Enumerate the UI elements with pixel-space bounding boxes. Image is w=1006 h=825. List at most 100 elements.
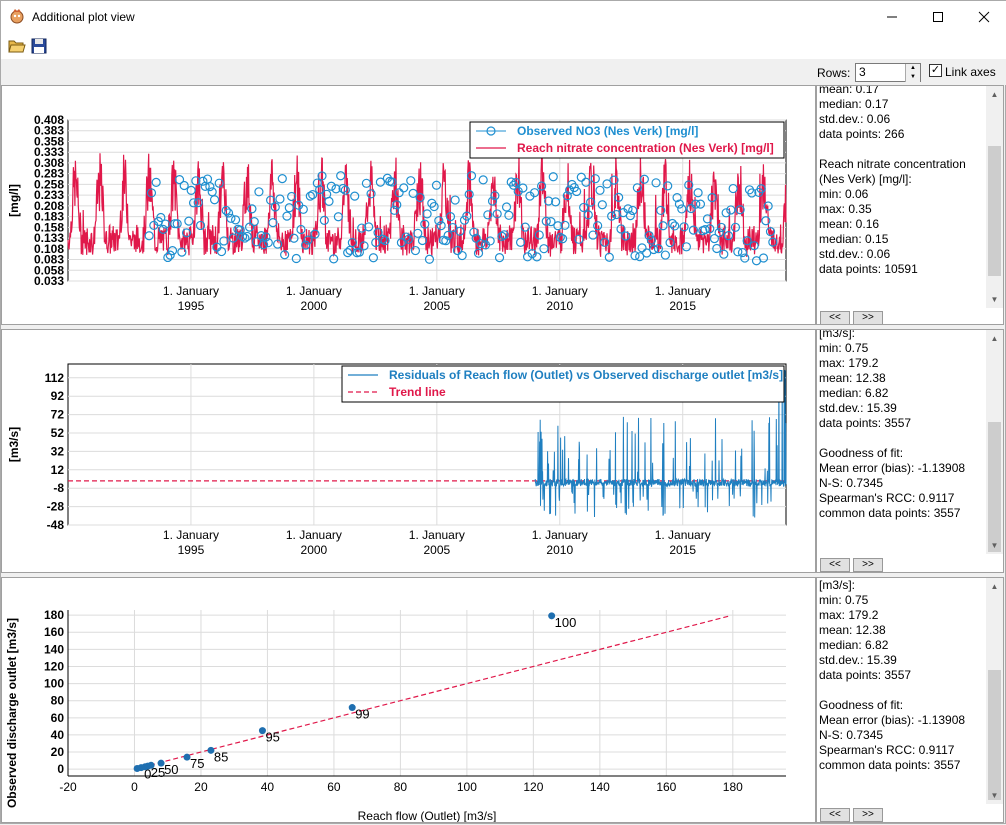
close-icon [978,11,990,23]
observed-point [452,245,463,256]
scatter-chart[interactable]: 180 160 140 120 100 80 60 40 20 0 -20 0 20 40 60 80 100 1… [2,578,815,823]
observed-point [574,234,584,244]
open-folder-icon[interactable] [8,37,26,55]
observed-point [235,225,245,235]
rows-spin-up[interactable]: ▲ [905,64,920,73]
next-button-2[interactable]: >> [853,558,883,572]
observed-point [223,208,234,218]
next-button-1[interactable]: >> [853,311,883,324]
x-tick-label: 1. January [532,528,588,542]
link-axes-checkbox[interactable]: ✓ [929,64,942,77]
x-tick-label: 1. January [163,284,219,298]
y-tick-label: 0.308 [34,156,64,170]
legend-label: Reach nitrate concentration (Nes Verk) [… [517,141,774,155]
scroll-up-icon[interactable]: ▲ [990,582,999,591]
observed-point [653,244,663,254]
observed-point [336,171,346,181]
observed-point [333,212,343,222]
observed-point [289,233,299,243]
observed-point [494,253,505,263]
observed-point [478,175,488,185]
scroll-thumb[interactable] [988,670,1001,800]
observed-point [291,253,301,264]
observed-point [572,186,582,197]
observed-point [282,211,292,221]
splitter-2[interactable] [1,573,816,577]
observed-point [455,226,465,236]
scroll-thumb[interactable] [988,422,1001,552]
scroll-up-icon[interactable]: ▲ [990,334,999,343]
percentile-label: 95 [265,730,279,745]
prev-button-3[interactable]: << [820,808,850,822]
y-tick-label: 0.358 [34,134,64,148]
plot-panel-2: 112 92 72 52 32 12 -8 -28 -48 1. January 1995 1. Ja… [1,329,816,573]
trend-line [134,615,731,770]
observed-point [705,224,715,234]
stats-scrollbar-1[interactable]: ▲ ▼ [986,86,1003,308]
observed-point [737,247,748,258]
observed-point [513,186,523,196]
y-tick-label: 0.233 [34,188,64,202]
scroll-thumb[interactable] [988,146,1001,276]
observed-point [579,202,589,213]
rows-input[interactable]: 3 [855,63,921,82]
x-tick-year: 2005 [423,543,450,557]
observed-point [429,201,439,212]
scroll-up-icon[interactable]: ▲ [990,90,999,99]
observed-point [487,196,498,206]
observed-point [270,202,280,212]
stats-scrollbar-2[interactable]: ▲ ▼ [986,330,1003,554]
toolbar [1,33,1006,59]
minimize-button[interactable] [869,1,915,33]
scroll-down-icon[interactable]: ▼ [990,791,999,800]
prev-button-2[interactable]: << [820,558,850,572]
observed-point [450,195,460,205]
splitter-1[interactable] [1,325,816,329]
prev-button-1[interactable]: << [820,311,850,324]
x-tick-label: 20 [194,780,208,794]
observed-point [651,178,661,188]
observed-point [469,227,479,237]
observed-point [693,188,703,198]
rows-spin-down[interactable]: ▼ [905,73,920,82]
legend-marker [486,126,496,136]
y-tick-label: 0.033 [34,274,64,288]
observed-point [625,210,635,221]
observed-point [499,230,509,240]
observed-point [543,196,554,206]
save-icon[interactable] [30,37,48,55]
observed-point [296,224,306,235]
maximize-button[interactable] [915,1,961,33]
observed-point [266,195,276,205]
scroll-down-icon[interactable]: ▼ [990,541,999,550]
x-tick-year: 2000 [301,299,328,313]
next-button-3[interactable]: >> [853,808,883,822]
observed-point [532,252,542,262]
nitrate-chart[interactable]: 0.4080.3830.3580.3330.3080.2830.2580.233… [2,86,815,324]
observed-point [315,184,325,195]
close-button[interactable] [961,1,1006,33]
observed-point [198,176,208,186]
observed-point [747,188,757,198]
x-tick-label: 1. January [409,284,465,298]
plot-panel-1: 0.408 0.383 0.358 0.333 0.308 0.283 0.258 0.233… [1,85,816,325]
observed-point [191,176,201,186]
observed-point [581,177,591,187]
scatter-point [548,612,556,620]
observed-point [560,220,570,230]
observed-point [539,244,549,254]
stats-scrollbar-3[interactable]: ▲ ▼ [986,578,1003,804]
percentile-label: 50 [164,762,178,777]
observed-point [287,191,297,202]
observed-point [588,230,598,240]
observed-point [583,210,593,220]
observed-point [763,201,773,211]
title-bar: Additional plot view [1,1,1006,33]
x-tick-label: 60 [327,780,341,794]
observed-point [394,188,404,198]
x-tick-year: 2005 [423,299,450,313]
scroll-down-icon[interactable]: ▼ [990,295,999,304]
observed-point [366,189,376,199]
observed-point [354,247,364,257]
